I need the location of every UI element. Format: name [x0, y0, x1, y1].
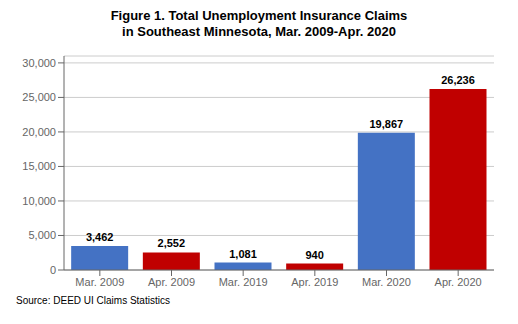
- svg-text:940: 940: [305, 249, 323, 261]
- html-text:Figure 1. Total Unemployment I: Figure 1. Total Unemployment Insurance C…: [110, 8, 408, 23]
- svg-text:15,000: 15,000: [22, 160, 56, 172]
- svg-text:3,462: 3,462: [86, 231, 114, 243]
- svg-text:Mar. 2009: Mar. 2009: [75, 276, 124, 288]
- svg-text:30,000: 30,000: [22, 57, 56, 69]
- svg-text:Apr. 2019: Apr. 2019: [291, 276, 338, 288]
- svg-text:Apr. 2020: Apr. 2020: [435, 276, 482, 288]
- html-text:Source: DEED UI Claims Statist: Source: DEED UI Claims Statistics: [16, 295, 170, 306]
- svg-text:20,000: 20,000: [22, 126, 56, 138]
- svg-text:0: 0: [50, 264, 56, 276]
- svg-text:2,552: 2,552: [158, 237, 186, 249]
- svg-text:Mar. 2019: Mar. 2019: [219, 276, 268, 288]
- svg-text:19,867: 19,867: [370, 118, 404, 130]
- html-text:in Southeast Minnesota, Mar. 2: in Southeast Minnesota, Mar. 2009-Apr. 2…: [122, 24, 396, 39]
- svg-text:25,000: 25,000: [22, 91, 56, 103]
- svg-text:5,000: 5,000: [28, 229, 56, 241]
- svg-text:Mar. 2020: Mar. 2020: [362, 276, 411, 288]
- svg-text:Apr. 2009: Apr. 2009: [148, 276, 195, 288]
- svg-text:1,081: 1,081: [229, 248, 257, 260]
- svg-text:26,236: 26,236: [441, 74, 475, 86]
- svg-text:10,000: 10,000: [22, 195, 56, 207]
